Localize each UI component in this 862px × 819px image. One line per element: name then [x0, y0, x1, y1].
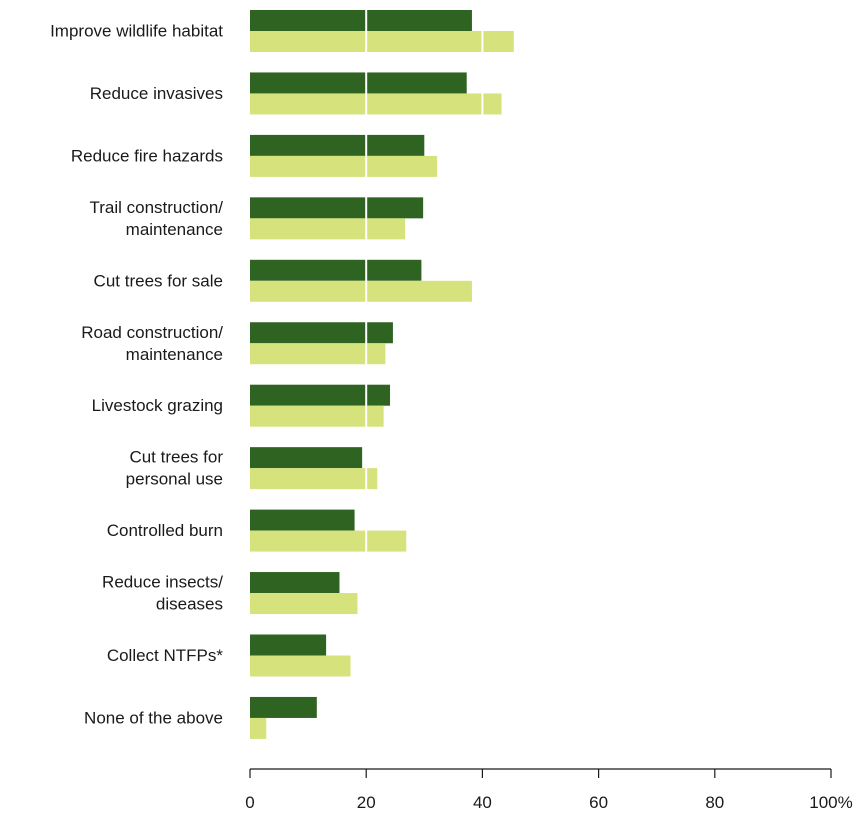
bar-series1-1	[250, 72, 467, 94]
bar-series2-10	[250, 655, 351, 677]
category-label: Cut trees for sale	[94, 271, 223, 290]
category-label: Controlled burn	[107, 521, 223, 540]
bar-series1-9	[250, 572, 340, 594]
bar-series2-11	[250, 717, 267, 739]
bar-series2-7	[250, 468, 378, 490]
category-label: Collect NTFPs*	[107, 646, 224, 665]
bar-series1-10	[250, 634, 327, 656]
bar-series1-3	[250, 197, 424, 219]
x-tick-label: 80	[705, 793, 724, 812]
bar-series1-2	[250, 134, 425, 156]
category-label: maintenance	[126, 345, 223, 364]
category-label: Trail construction/	[89, 198, 223, 217]
x-tick-label: 20	[357, 793, 376, 812]
bar-series2-6	[250, 405, 384, 427]
gridlines-layer	[365, 10, 716, 739]
category-label: Reduce fire hazards	[71, 146, 223, 165]
bar-series1-5	[250, 322, 393, 344]
x-tick-label: 60	[589, 793, 608, 812]
bar-series1-8	[250, 509, 355, 531]
bar-series2-9	[250, 593, 358, 615]
bar-series2-2	[250, 155, 438, 177]
bar-series1-4	[250, 259, 422, 281]
bar-series2-1	[250, 93, 502, 115]
bar-series2-5	[250, 343, 386, 365]
category-label: Cut trees for	[129, 448, 223, 467]
category-label: Reduce insects/	[102, 573, 223, 592]
bar-series1-11	[250, 696, 317, 718]
category-label: Improve wildlife habitat	[50, 22, 223, 41]
category-label: Livestock grazing	[92, 396, 223, 415]
category-label: personal use	[126, 470, 223, 489]
bars-layer	[250, 10, 514, 739]
x-tick-label: 0	[245, 793, 254, 812]
x-tick-label: 40	[473, 793, 492, 812]
category-labels: Improve wildlife habitat Reduce invasives…	[50, 22, 223, 728]
category-label: maintenance	[126, 220, 223, 239]
bar-series2-3	[250, 218, 406, 240]
bar-series1-6	[250, 384, 391, 406]
x-axis: 0 20 40 60 80 100%	[245, 768, 853, 812]
category-label: None of the above	[84, 708, 223, 727]
x-tick-label: 100%	[809, 793, 852, 812]
category-label: Reduce invasives	[90, 84, 223, 103]
bar-series1-0	[250, 10, 472, 31]
bar-series2-4	[250, 280, 472, 302]
category-label: Road construction/	[81, 323, 223, 342]
bar-series2-0	[250, 31, 514, 52]
bar-series2-8	[250, 530, 407, 552]
bar-series1-7	[250, 447, 363, 469]
category-label: diseases	[156, 595, 223, 614]
